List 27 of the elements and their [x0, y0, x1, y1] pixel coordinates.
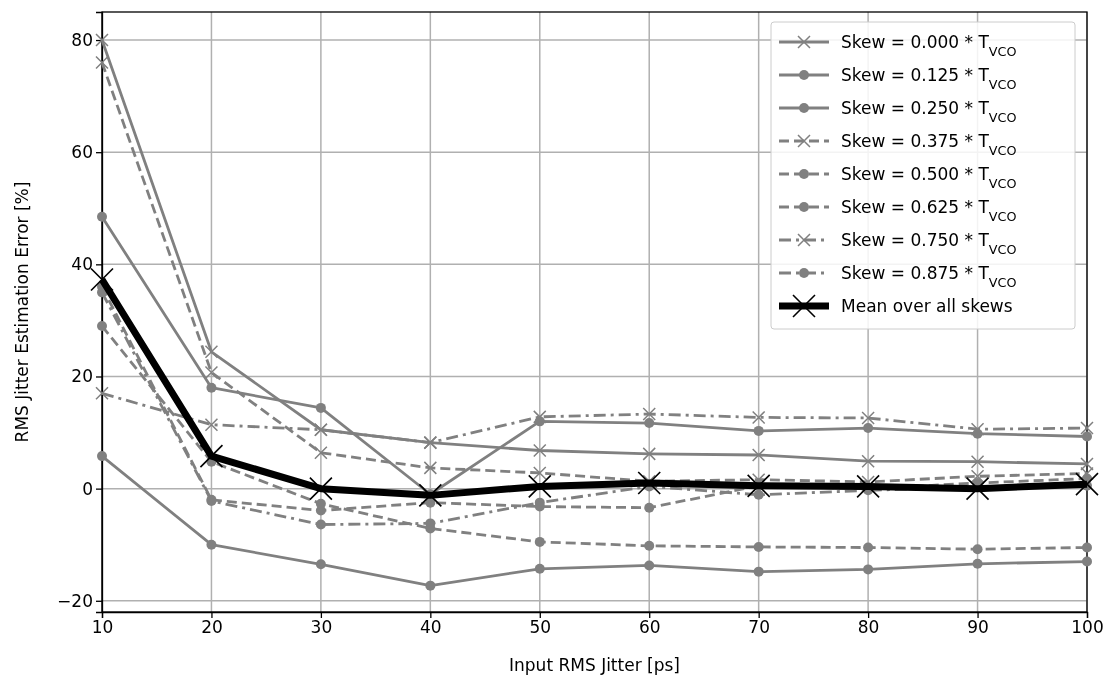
legend-label: Skew = 0.625 * T$_{VCO}$	[841, 197, 1017, 224]
y-tick-label: 40	[71, 254, 93, 275]
y-tick-label: 80	[71, 29, 93, 50]
x-tick-label: 40	[420, 617, 442, 638]
y-tick-label: 0	[82, 478, 93, 499]
y-tick-label: −20	[57, 590, 93, 611]
legend-label: Skew = 0.000 * T$_{VCO}$	[841, 32, 1017, 59]
x-axis-title: Input RMS Jitter [ps]	[509, 655, 680, 675]
x-tick-label: 10	[91, 617, 114, 638]
x-tick-label: 80	[857, 617, 880, 638]
x-tick-label: 50	[529, 617, 552, 638]
y-tick-label: 20	[71, 366, 93, 387]
y-tick-label: 60	[71, 142, 93, 163]
legend-label: Skew = 0.750 * T$_{VCO}$	[841, 230, 1017, 257]
x-tick-label: 100	[1071, 617, 1104, 638]
x-tick-label: 90	[967, 617, 989, 638]
legend-label: Skew = 0.125 * T$_{VCO}$	[841, 65, 1017, 92]
y-axis-title: RMS Jitter Estimation Error [%]	[12, 181, 32, 443]
legend-label: Skew = 0.375 * T$_{VCO}$	[841, 131, 1017, 158]
legend-label: Mean over all skews	[841, 296, 1013, 316]
x-tick-label: 20	[201, 617, 223, 638]
legend-label: Skew = 0.250 * T$_{VCO}$	[841, 98, 1017, 125]
x-tick-label: 30	[310, 617, 333, 638]
legend-label: Skew = 0.500 * T$_{VCO}$	[841, 164, 1017, 191]
x-tick-label: 70	[748, 617, 770, 638]
x-tick-label: 60	[638, 617, 661, 638]
legend-label: Skew = 0.875 * T$_{VCO}$	[841, 263, 1017, 290]
